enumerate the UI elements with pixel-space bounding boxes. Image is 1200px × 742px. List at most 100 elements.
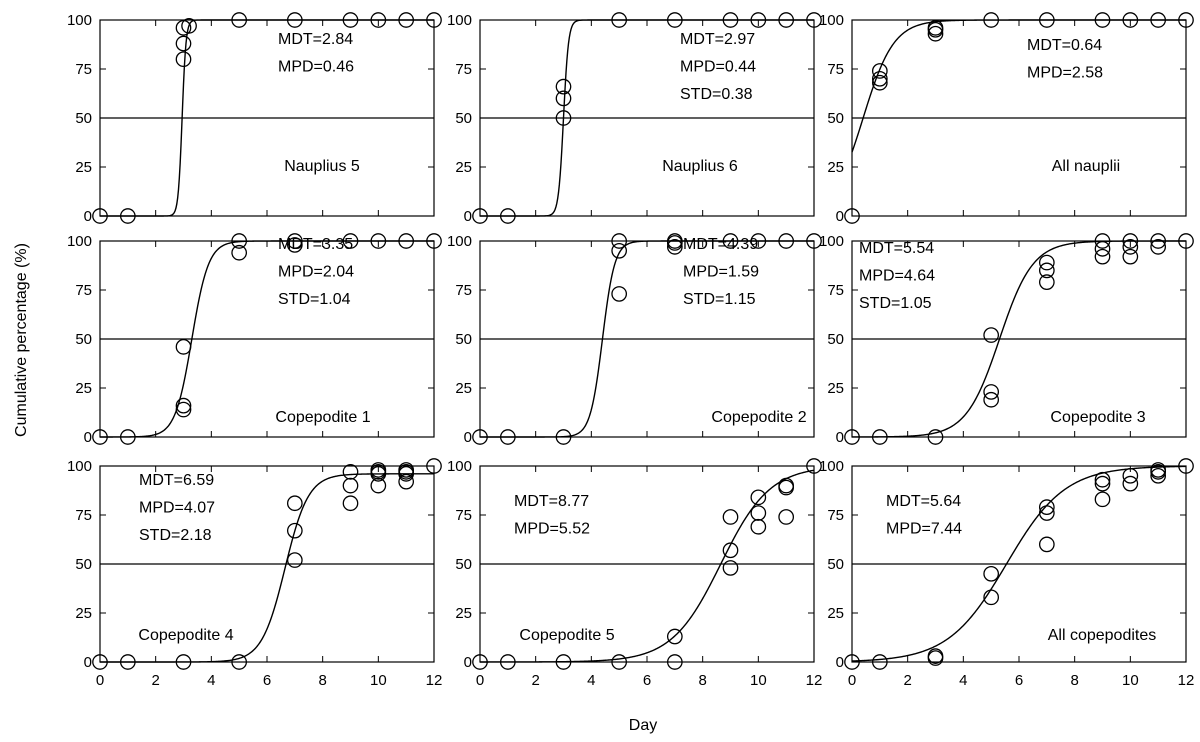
y-tick-label: 0 (464, 429, 472, 446)
data-point (611, 286, 628, 302)
data-point (175, 35, 192, 52)
data-point (871, 74, 888, 91)
y-tick-label: 75 (75, 282, 92, 299)
data-point (398, 473, 415, 490)
stat-text: MDT=2.84 (278, 31, 353, 48)
stat-text: MDT=2.97 (680, 31, 755, 48)
data-point (342, 495, 359, 512)
stat-text: MDT=5.64 (886, 493, 961, 510)
x-tick-label: 2 (151, 672, 159, 689)
stat-text: MDT=0.64 (1027, 37, 1102, 54)
data-point (722, 560, 739, 576)
data-point (181, 18, 197, 34)
data-point (398, 462, 415, 478)
data-point (1094, 491, 1111, 508)
data-point (1150, 233, 1167, 249)
data-point (426, 458, 442, 474)
data-point (983, 589, 1000, 606)
data-point (286, 233, 303, 249)
x-tick-label: 10 (1122, 672, 1139, 689)
data-point (927, 25, 944, 42)
y-tick-label: 100 (819, 12, 844, 29)
data-point (806, 458, 822, 474)
data-point (286, 495, 303, 512)
data-point (1122, 475, 1139, 492)
panel-label: Copepodite 1 (275, 409, 370, 426)
data-point (844, 654, 860, 670)
panel-1: 0 25 50 75 100 MDT=2.84 MPD=0.46 Nauplius 5 (67, 12, 442, 225)
y-tick-label: 0 (84, 654, 92, 671)
stat-text: MDT=8.77 (514, 493, 589, 510)
data-point (1038, 254, 1055, 271)
data-point (778, 477, 795, 494)
y-tick-label: 75 (75, 61, 92, 78)
y-tick-label: 25 (455, 380, 472, 397)
x-tick-label: 12 (426, 672, 443, 689)
y-tick-label: 50 (75, 556, 92, 573)
data-point (722, 542, 739, 559)
x-tick-label: 6 (263, 672, 271, 689)
y-axis-title: Cumulative percentage (%) (13, 243, 30, 437)
x-tick-label: 10 (370, 672, 387, 689)
y-tick-label: 0 (836, 429, 844, 446)
data-point (1094, 248, 1111, 265)
data-point (555, 429, 572, 445)
data-point (555, 654, 572, 670)
data-point (750, 518, 767, 535)
data-point (499, 208, 516, 224)
y-tick-label: 75 (75, 507, 92, 524)
panel-7: 0 25 50 75 100 0 2 4 6 8 10 12 MDT=6.59 MPD=4.07 STD=2… (67, 458, 442, 689)
stat-text: MPD=0.46 (278, 59, 354, 76)
data-point (1178, 458, 1194, 474)
data-point (555, 110, 572, 126)
y-tick-label: 25 (827, 605, 844, 622)
data-point (611, 654, 628, 670)
y-tick-label: 50 (455, 110, 472, 127)
stat-text: MDT=6.59 (139, 472, 214, 489)
x-tick-label: 4 (587, 672, 595, 689)
x-tick-label: 12 (806, 672, 823, 689)
data-point (983, 327, 1000, 343)
data-point (806, 12, 822, 28)
data-point (666, 654, 683, 670)
data-point (472, 429, 488, 445)
stat-text: STD=1.05 (859, 295, 932, 312)
stat-text: STD=0.38 (680, 86, 753, 103)
panel-label: Copepodite 2 (711, 409, 806, 426)
panel-label: Copepodite 3 (1050, 409, 1145, 426)
stat-text: STD=1.04 (278, 291, 351, 308)
data-point (722, 509, 739, 525)
y-tick-label: 25 (827, 380, 844, 397)
data-point (231, 244, 248, 261)
y-tick-label: 25 (455, 159, 472, 176)
data-point (175, 654, 192, 670)
y-tick-label: 25 (75, 380, 92, 397)
data-point (844, 429, 860, 445)
x-tick-label: 6 (643, 672, 651, 689)
data-point (722, 233, 739, 249)
data-point (666, 233, 683, 249)
data-point (871, 429, 888, 445)
y-tick-label: 0 (464, 654, 472, 671)
data-point (342, 477, 359, 494)
data-point (472, 208, 488, 224)
data-point (927, 648, 944, 664)
y-tick-label: 100 (67, 458, 92, 475)
y-tick-label: 0 (84, 208, 92, 225)
data-point (1038, 274, 1055, 291)
data-point (927, 19, 944, 36)
data-point (370, 477, 387, 494)
data-point (1122, 239, 1139, 255)
y-tick-label: 75 (827, 61, 844, 78)
data-point (1094, 233, 1111, 249)
y-tick-label: 50 (455, 556, 472, 573)
y-tick-label: 100 (447, 458, 472, 475)
stat-text: MPD=0.44 (680, 59, 756, 76)
fitted-curve (851, 19, 1186, 153)
data-point (398, 12, 415, 28)
y-tick-label: 25 (827, 159, 844, 176)
data-point (666, 12, 683, 28)
data-point (983, 384, 1000, 400)
data-point (1038, 499, 1055, 516)
